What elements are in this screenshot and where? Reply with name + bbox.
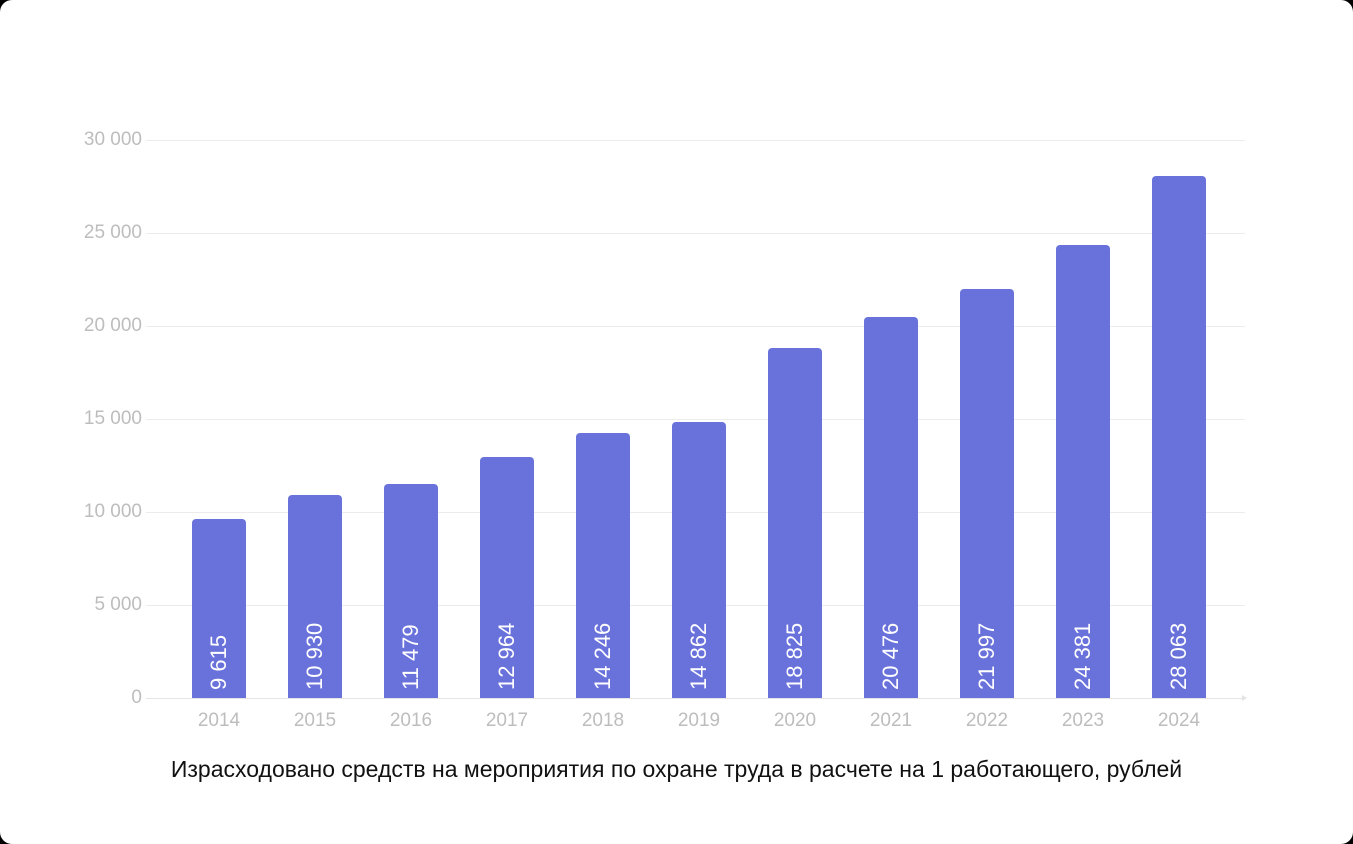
- x-axis-tick-label: 2021: [869, 710, 913, 731]
- bar-2020: 18 825: [768, 348, 822, 698]
- bar-2019: 14 862: [672, 422, 726, 698]
- bar-2015: 10 930: [288, 495, 342, 698]
- y-axis-tick-label: 5 000: [94, 594, 142, 615]
- y-axis-tick-label: 20 000: [83, 315, 142, 336]
- bar-chart-plot-area: 0 5 000 10 000 15 000 20 000 25 000 30 000 9 61…: [83, 129, 1247, 731]
- x-axis-tick-label: 2024: [1157, 710, 1201, 731]
- x-axis-tick-label: 2020: [773, 710, 817, 731]
- y-axis-tick-label: 10 000: [83, 501, 142, 522]
- bar-value-label: 14 246: [590, 622, 615, 690]
- bar-2016: 11 479: [384, 484, 438, 698]
- x-axis-tick-label: 2023: [1061, 710, 1105, 731]
- bar-value-label: 20 476: [878, 622, 903, 690]
- x-axis-tick-label: 2014: [197, 710, 241, 731]
- chart-caption: Израсходовано средств на мероприятия по …: [170, 756, 1183, 782]
- x-axis-tick-label: 2016: [389, 710, 433, 731]
- x-axis-arrow-icon: [1242, 695, 1247, 701]
- bar-value-label: 14 862: [686, 622, 711, 690]
- bar-2022: 21 997: [960, 289, 1014, 698]
- gridline: [146, 326, 1245, 327]
- y-axis-tick-label: 15 000: [83, 408, 142, 429]
- y-axis-tick-label: 30 000: [83, 129, 142, 150]
- bar-value-label: 21 997: [974, 622, 999, 690]
- bar-2024: 28 063: [1152, 176, 1206, 698]
- bar-2023: 24 381: [1056, 245, 1110, 698]
- x-axis-tick-label: 2015: [293, 710, 337, 731]
- bar-value-label: 12 964: [494, 622, 519, 690]
- bar-2014: 9 615: [192, 519, 246, 698]
- gridline: [146, 233, 1245, 234]
- bar-value-label: 28 063: [1166, 622, 1191, 690]
- bar-value-label: 24 381: [1070, 622, 1095, 690]
- x-axis-line: [146, 698, 1245, 699]
- x-axis-tick-label: 2019: [677, 710, 721, 731]
- gridline: [146, 419, 1245, 420]
- bar-value-label: 18 825: [782, 622, 807, 690]
- bar-2021: 20 476: [864, 317, 918, 698]
- bar-value-label: 10 930: [302, 622, 327, 690]
- gridline: [146, 140, 1245, 141]
- bar-2017: 12 964: [480, 457, 534, 698]
- y-axis-tick-label: 0: [131, 687, 142, 708]
- bar-value-label: 11 479: [398, 624, 423, 690]
- bar-value-label: 9 615: [206, 634, 231, 690]
- x-axis-tick-label: 2017: [485, 710, 529, 731]
- bar-2018: 14 246: [576, 433, 630, 698]
- x-axis-tick-label: 2018: [581, 710, 625, 731]
- y-axis-tick-label: 25 000: [83, 222, 142, 243]
- x-axis-tick-label: 2022: [965, 710, 1009, 731]
